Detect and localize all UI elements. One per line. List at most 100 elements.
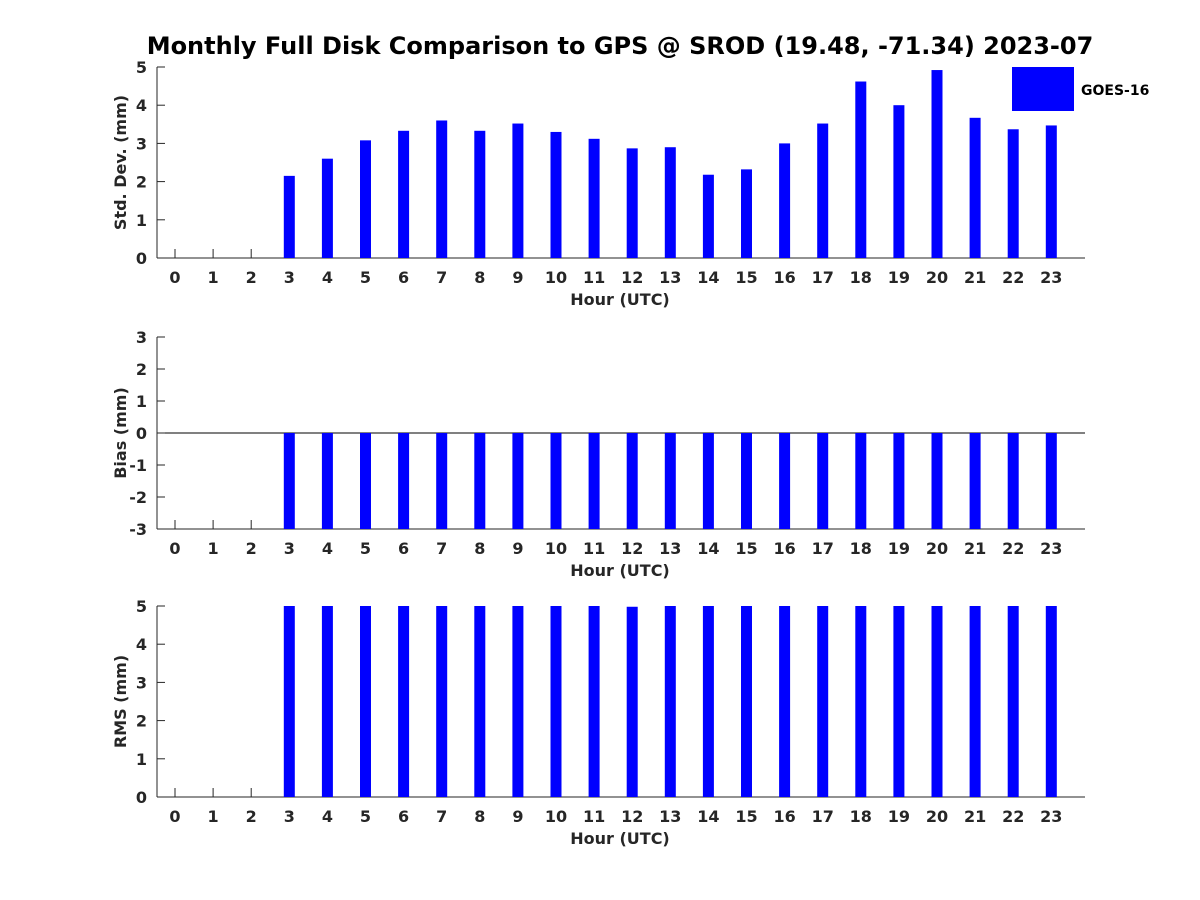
y-tick-label: 0: [136, 249, 147, 268]
y-tick-label: 2: [136, 712, 147, 731]
bar-std-hour-23: [1045, 125, 1057, 258]
x-tick-label: 16: [773, 539, 795, 558]
bar-rms-hour-20: [931, 606, 943, 797]
x-axis-label: Hour (UTC): [570, 561, 670, 580]
bar-std-hour-20: [931, 70, 943, 258]
bar-std-hour-9: [512, 123, 524, 258]
x-tick-label: 22: [1002, 539, 1024, 558]
y-tick-label: -1: [129, 456, 147, 475]
x-tick-label: 5: [360, 268, 371, 287]
bar-std-hour-18: [855, 81, 867, 259]
x-tick-label: 13: [659, 807, 681, 826]
x-tick-label: 7: [436, 268, 447, 287]
x-tick-label: 14: [697, 268, 719, 287]
bar-std-hour-12: [626, 148, 638, 258]
bar-bias-hour-17: [817, 433, 829, 529]
y-tick-label: 0: [136, 788, 147, 807]
bar-bias-hour-18: [855, 433, 867, 529]
x-tick-label: 9: [512, 807, 523, 826]
x-tick-label: 21: [964, 539, 986, 558]
bar-bias-hour-10: [550, 433, 562, 529]
bar-rms-hour-13: [664, 606, 676, 797]
x-tick-label: 14: [697, 539, 719, 558]
y-tick-label: -3: [129, 520, 147, 539]
bar-std-hour-22: [1007, 129, 1019, 258]
x-tick-label: 2: [246, 807, 257, 826]
bar-std-hour-16: [779, 143, 791, 258]
x-tick-label: 4: [322, 807, 333, 826]
x-tick-label: 10: [545, 807, 567, 826]
bar-std-hour-11: [588, 138, 600, 258]
x-tick-label: 1: [208, 539, 219, 558]
x-tick-label: 20: [926, 807, 948, 826]
y-tick-label: 1: [136, 211, 147, 230]
x-tick-label: 17: [812, 807, 834, 826]
x-tick-label: 8: [474, 268, 485, 287]
x-tick-label: 4: [322, 268, 333, 287]
x-tick-label: 7: [436, 807, 447, 826]
bar-rms-hour-22: [1007, 606, 1019, 797]
y-tick-label: 2: [136, 173, 147, 192]
y-axis-label: Std. Dev. (mm): [111, 95, 130, 230]
bar-std-hour-19: [893, 105, 905, 258]
bar-rms-hour-8: [474, 606, 486, 797]
bar-rms-hour-3: [283, 606, 295, 797]
x-tick-label: 12: [621, 807, 643, 826]
bar-bias-hour-20: [931, 433, 943, 529]
x-axis-label: Hour (UTC): [570, 290, 670, 309]
x-tick-label: 19: [888, 807, 910, 826]
x-tick-label: 16: [773, 268, 795, 287]
x-tick-label: 2: [246, 539, 257, 558]
x-tick-label: 22: [1002, 268, 1024, 287]
x-tick-label: 14: [697, 807, 719, 826]
y-tick-label: 3: [136, 134, 147, 153]
bar-std-hour-6: [398, 130, 410, 258]
x-tick-label: 1: [208, 807, 219, 826]
bar-rms-hour-9: [512, 606, 524, 797]
x-tick-label: 12: [621, 268, 643, 287]
x-tick-label: 8: [474, 807, 485, 826]
bar-rms-hour-11: [588, 606, 600, 797]
x-tick-label: 10: [545, 539, 567, 558]
bar-rms-hour-18: [855, 606, 867, 797]
x-tick-label: 3: [284, 539, 295, 558]
bar-rms-hour-16: [779, 606, 791, 797]
bar-rms-hour-7: [436, 606, 448, 797]
x-tick-label: 20: [926, 539, 948, 558]
x-tick-label: 11: [583, 268, 605, 287]
bar-bias-hour-23: [1045, 433, 1057, 529]
y-tick-label: 0: [136, 424, 147, 443]
x-tick-label: 16: [773, 807, 795, 826]
y-axis-label: Bias (mm): [111, 387, 130, 479]
chart-legend: GOES-16: [1012, 67, 1149, 111]
bar-bias-hour-16: [779, 433, 791, 529]
bar-std-hour-3: [283, 175, 295, 258]
bar-std-hour-7: [436, 120, 448, 258]
bar-bias-hour-12: [626, 433, 638, 529]
x-tick-label: 6: [398, 539, 409, 558]
bar-rms-hour-17: [817, 606, 829, 797]
x-tick-label: 0: [169, 268, 180, 287]
y-tick-label: 5: [136, 597, 147, 616]
y-tick-label: 3: [136, 673, 147, 692]
x-tick-label: 8: [474, 539, 485, 558]
x-tick-label: 6: [398, 807, 409, 826]
x-tick-label: 18: [850, 807, 872, 826]
bar-bias-hour-13: [664, 433, 676, 529]
bar-std-hour-17: [817, 123, 829, 258]
x-tick-label: 18: [850, 539, 872, 558]
x-tick-label: 0: [169, 807, 180, 826]
x-tick-label: 2: [246, 268, 257, 287]
x-tick-label: 11: [583, 539, 605, 558]
legend-label-goes-16: GOES-16: [1081, 83, 1149, 99]
x-tick-label: 12: [621, 539, 643, 558]
bar-rms-hour-19: [893, 606, 905, 797]
x-tick-label: 4: [322, 539, 333, 558]
bar-bias-hour-3: [283, 433, 295, 529]
bar-bias-hour-11: [588, 433, 600, 529]
chart-title: Monthly Full Disk Comparison to GPS @ SR…: [147, 32, 1094, 60]
x-tick-label: 10: [545, 268, 567, 287]
